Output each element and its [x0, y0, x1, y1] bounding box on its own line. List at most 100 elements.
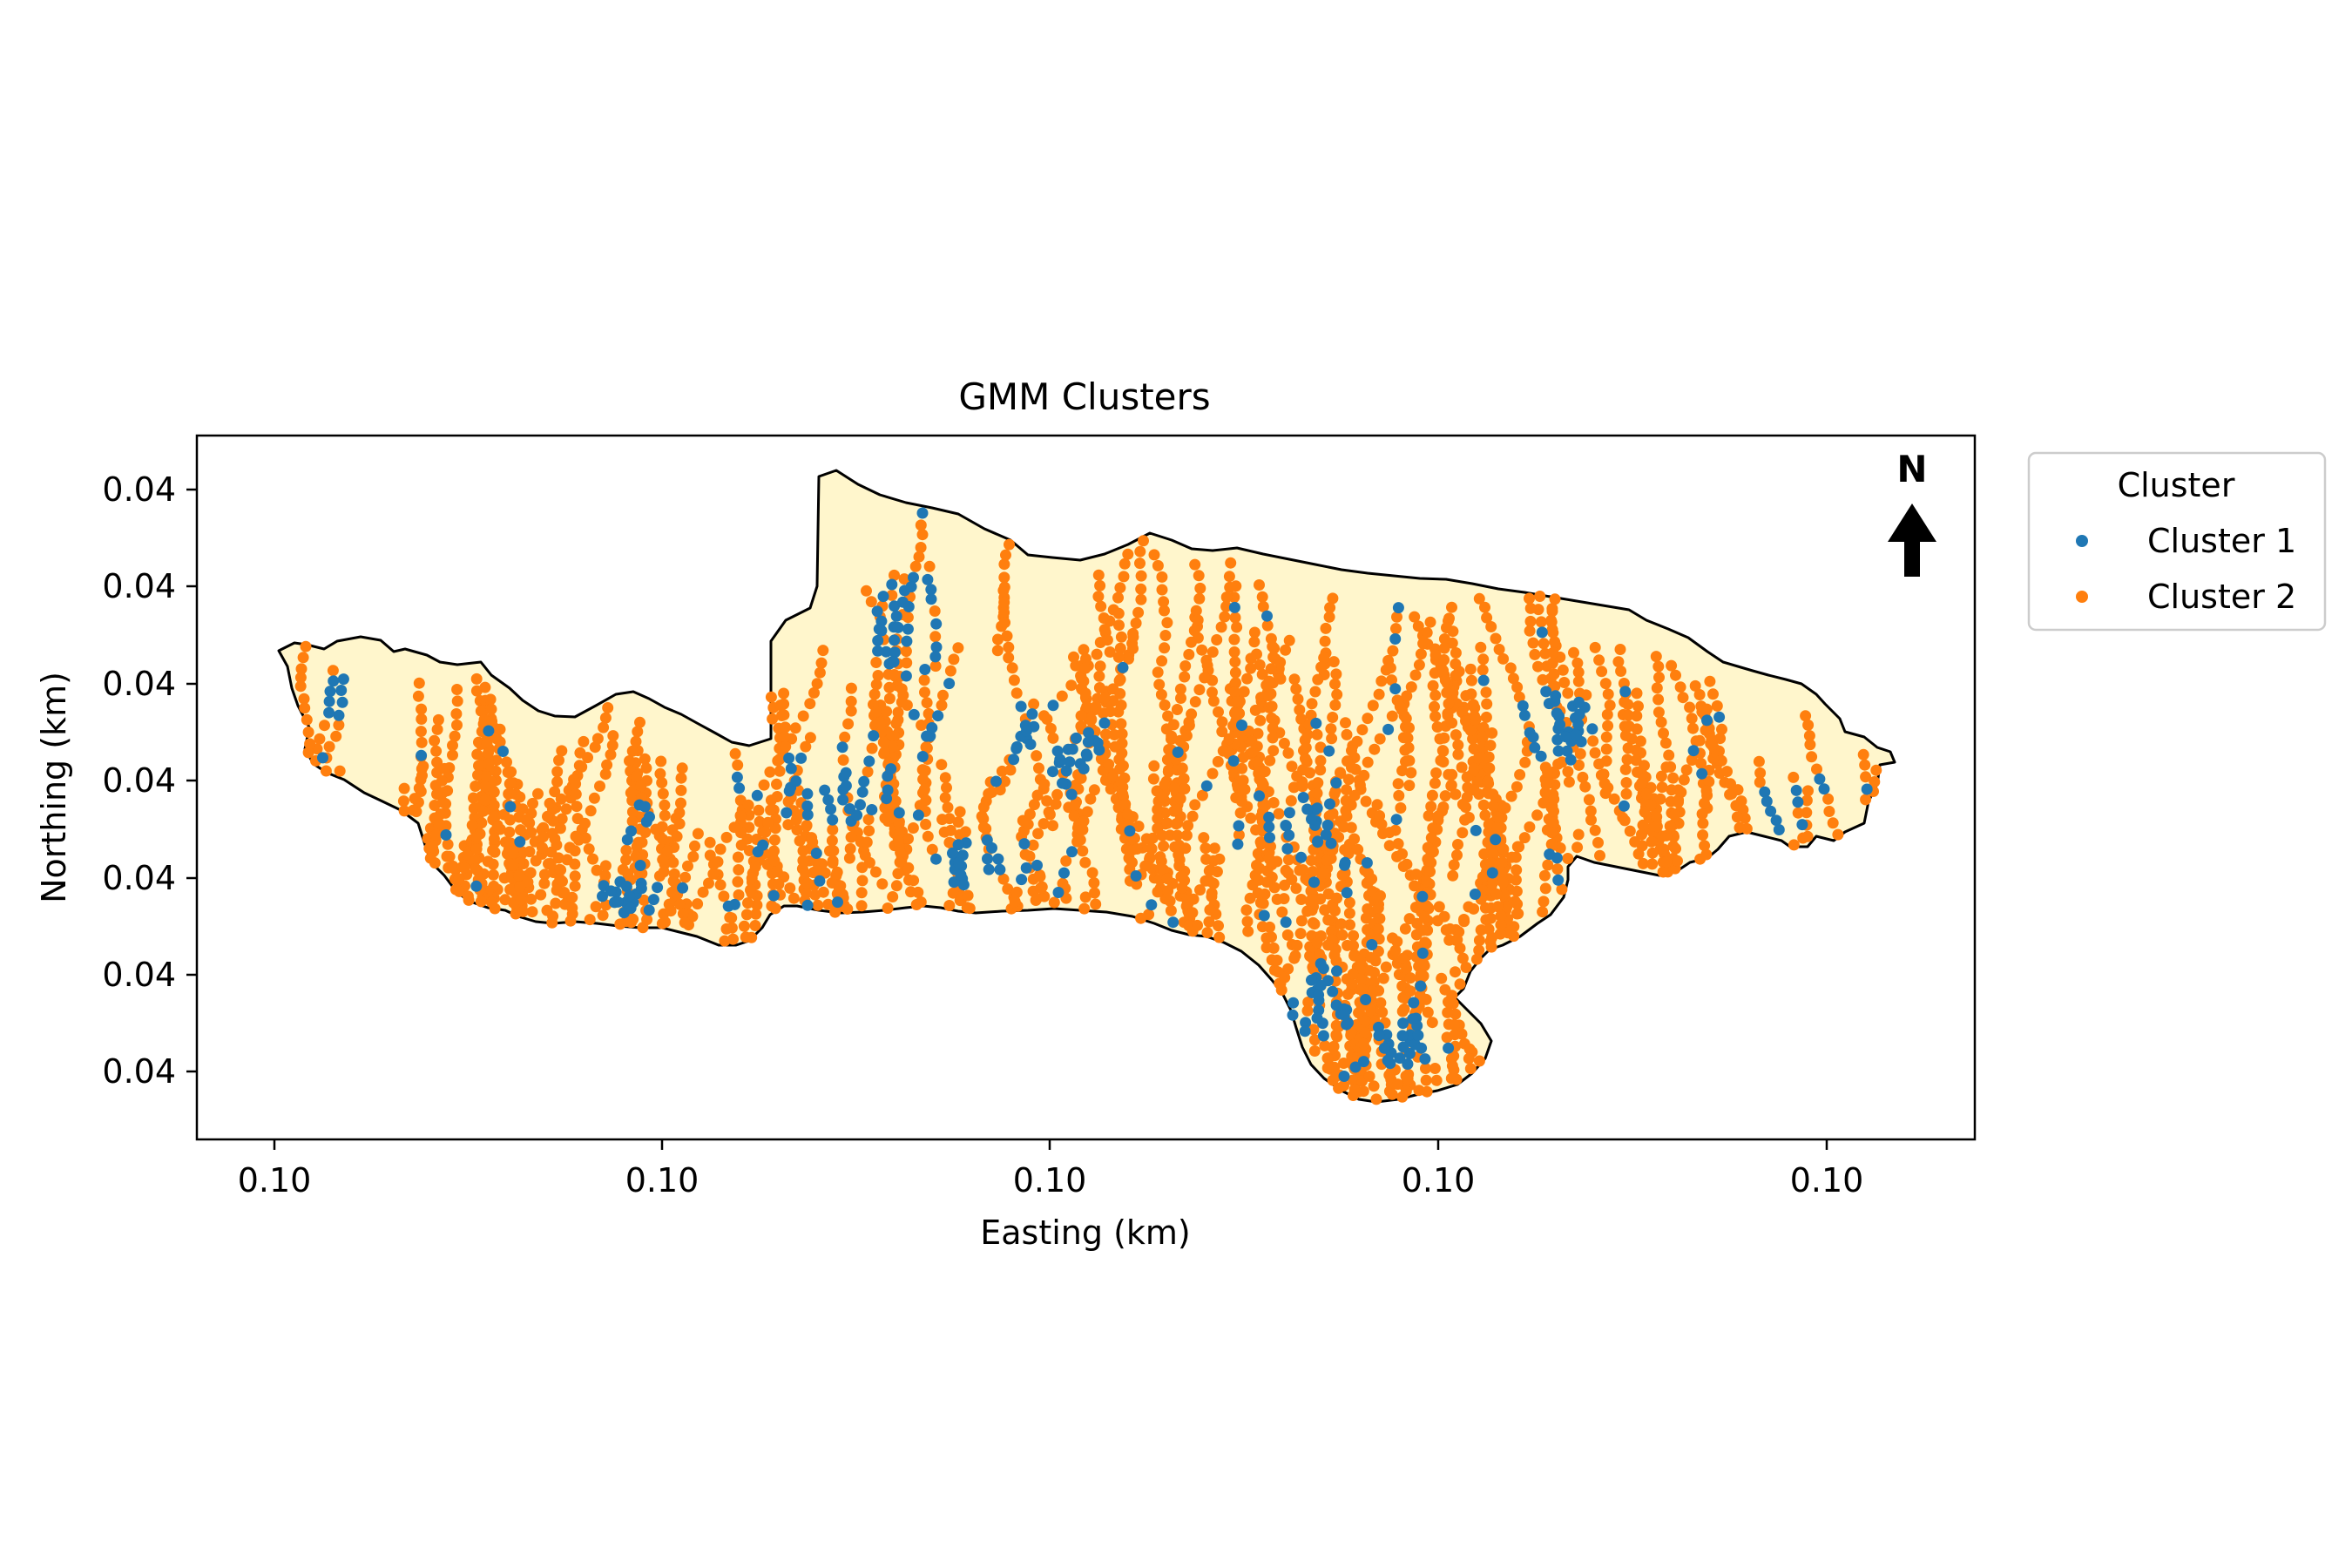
cluster-2-point: [679, 871, 692, 883]
cluster-2-point: [1439, 983, 1451, 996]
cluster-2-point: [1336, 869, 1348, 882]
cluster-1-point: [825, 803, 837, 815]
cluster-1-point: [1254, 790, 1265, 802]
cluster-2-point: [919, 686, 930, 699]
cluster-2-point: [1426, 789, 1438, 801]
cluster-2-point: [707, 868, 720, 880]
cluster-2-point: [544, 797, 556, 809]
cluster-2-point: [900, 645, 912, 658]
cluster-1-point: [983, 863, 995, 875]
cluster-2-point: [872, 670, 884, 681]
cluster-2-point: [1450, 729, 1462, 741]
cluster-1-point: [908, 571, 919, 584]
cluster-1-point: [1412, 1030, 1424, 1041]
cluster-2-point: [822, 898, 835, 910]
cluster-2-point: [1309, 686, 1321, 698]
cluster-2-point: [921, 742, 933, 754]
cluster-2-point: [1469, 710, 1481, 722]
cluster-2-point: [1325, 723, 1337, 735]
cluster-2-point: [1402, 732, 1414, 744]
cluster-2-point: [1599, 678, 1612, 690]
cluster-2-point: [546, 828, 558, 840]
cluster-2-point: [827, 857, 839, 869]
cluster-2-point: [1335, 767, 1347, 780]
cluster-2-point: [333, 719, 345, 731]
cluster-2-point: [1229, 686, 1240, 699]
cluster-2-point: [1460, 715, 1471, 727]
cluster-1-point: [908, 708, 920, 720]
cluster-2-point: [416, 713, 428, 725]
cluster-1-point: [337, 673, 349, 686]
cluster-2-point: [1547, 646, 1559, 659]
x-axis-ticks: 0.10 0.10 0.10 0.10 0.10: [238, 1139, 1863, 1200]
cluster-2-point: [1573, 759, 1585, 771]
cluster-2-point: [1176, 762, 1188, 774]
cluster-1-point: [1312, 835, 1324, 848]
cluster-2-point: [1344, 919, 1355, 931]
cluster-1-point: [1535, 750, 1547, 762]
cluster-2-point: [556, 813, 568, 825]
cluster-2-point: [1425, 832, 1437, 844]
cluster-1-point: [912, 809, 924, 821]
cluster-2-point: [1173, 860, 1186, 872]
cluster-2-point: [1172, 817, 1184, 829]
cluster-2-point: [1556, 883, 1568, 896]
cluster-1-point: [335, 685, 348, 696]
cluster-2-point: [843, 852, 855, 864]
cluster-2-point: [671, 830, 683, 842]
cluster-2-point: [447, 860, 459, 872]
cluster-2-point: [1134, 558, 1146, 570]
cluster-1-point: [886, 578, 898, 591]
cluster-2-point: [1481, 612, 1493, 624]
cluster-2-point: [1238, 686, 1250, 698]
cluster-2-point: [1374, 913, 1386, 924]
cluster-2-point: [297, 652, 309, 664]
cluster-2-point: [1697, 829, 1709, 841]
cluster-2-point: [488, 786, 500, 798]
cluster-2-point: [1254, 714, 1267, 727]
cluster-2-point: [1572, 828, 1585, 841]
cluster-2-point: [1240, 904, 1253, 916]
cluster-1-point: [1392, 602, 1404, 614]
cluster-2-point: [1157, 791, 1169, 803]
cluster-2-point: [1450, 670, 1462, 681]
cluster-2-point: [1178, 773, 1190, 785]
cluster-2-point: [499, 894, 511, 906]
cluster-2-point: [1183, 720, 1195, 732]
cluster-2-point: [1402, 741, 1415, 754]
cluster-2-point: [1362, 713, 1374, 725]
cluster-2-point: [1194, 884, 1206, 896]
cluster-2-point: [1589, 641, 1601, 653]
cluster-2-point: [1490, 632, 1502, 645]
cluster-2-point: [889, 795, 902, 808]
cluster-2-point: [1551, 863, 1564, 875]
cluster-2-point: [1347, 1074, 1359, 1086]
cluster-2-point: [827, 824, 839, 835]
cluster-2-point: [724, 911, 736, 923]
cluster-2-point: [1175, 870, 1187, 882]
cluster-2-point: [614, 918, 626, 930]
cluster-2-point: [436, 774, 448, 787]
cluster-2-point: [1114, 763, 1126, 775]
cluster-2-point: [782, 819, 794, 831]
cluster-1-point: [1561, 745, 1573, 757]
cluster-2-point: [658, 866, 670, 878]
cluster-2-point: [1291, 770, 1303, 782]
cluster-2-point: [1132, 606, 1145, 618]
cluster-2-point: [1119, 798, 1132, 810]
cluster-2-point: [1328, 950, 1341, 961]
cluster-1-point: [1021, 725, 1032, 737]
cluster-2-point: [1589, 824, 1601, 836]
cluster-2-point: [894, 856, 906, 868]
cluster-2-point: [476, 817, 488, 829]
cluster-2-point: [893, 818, 905, 829]
cluster-2-point: [1044, 722, 1057, 734]
cluster-2-point: [1699, 797, 1710, 809]
cluster-1-point: [922, 573, 934, 585]
cluster-2-point: [1051, 788, 1064, 801]
cluster-1-point: [1300, 1017, 1312, 1029]
cluster-1-point: [1263, 821, 1275, 833]
cluster-1-point: [1264, 832, 1275, 843]
cluster-2-point: [1267, 722, 1279, 734]
cluster-1-point: [317, 752, 328, 764]
